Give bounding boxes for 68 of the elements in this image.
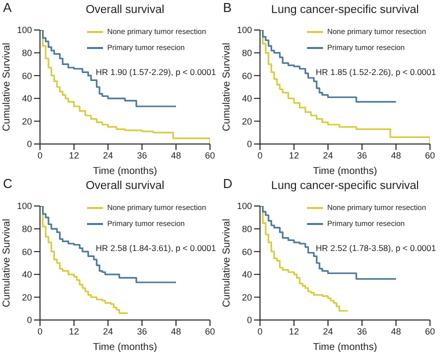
y-tick-label: 80 <box>242 48 252 58</box>
y-tick-label: 60 <box>242 70 252 81</box>
x-tick-label: 24 <box>322 326 334 336</box>
y-tick-label: 40 <box>242 94 252 104</box>
x-tick-label: 12 <box>68 150 80 160</box>
y-axis-title: Cumulative Survival <box>222 42 233 132</box>
text: B <box>223 0 232 15</box>
y-tick-label: 80 <box>22 224 32 234</box>
x-axis-title: Time (months) <box>92 342 158 352</box>
x-tick-label: 24 <box>102 326 114 336</box>
x-tick-label: 36 <box>136 326 148 336</box>
y-axis-title: Cumulative Survival <box>2 218 13 308</box>
x-tick-label: 60 <box>204 150 216 160</box>
x-tick-label: 36 <box>356 150 368 160</box>
x-tick-label: 12 <box>288 150 300 160</box>
text: D <box>223 176 232 191</box>
x-tick-label: 24 <box>102 150 114 160</box>
x-axis-title: Time (months) <box>92 166 158 177</box>
x-tick-label: 36 <box>356 326 368 336</box>
x-tick-label: 48 <box>390 150 402 160</box>
y-tick-label: 40 <box>22 270 32 280</box>
y-tick-label: 20 <box>22 116 32 126</box>
chart-title: Lung cancer-specific survival <box>270 4 420 16</box>
x-tick-label: 0 <box>257 326 263 336</box>
y-tick-label: 20 <box>22 292 32 302</box>
x-tick-label: 60 <box>204 326 216 336</box>
x-tick-label: 60 <box>424 326 436 336</box>
y-tick-label: 100 <box>16 201 32 212</box>
y-tick-label: 80 <box>242 224 252 234</box>
y-tick-label: 40 <box>242 270 252 280</box>
x-tick-label: 48 <box>170 326 182 336</box>
x-tick-label: 12 <box>68 326 80 336</box>
y-tick-label: 80 <box>22 48 32 58</box>
x-tick-label: 60 <box>424 150 436 160</box>
y-tick-label: 100 <box>16 25 32 36</box>
y-tick-label: 40 <box>22 94 32 104</box>
y-axis-title: Cumulative Survival <box>2 42 13 132</box>
x-axis-title: Time (months) <box>312 166 378 177</box>
x-tick-label: 48 <box>390 326 402 336</box>
y-axis-title: Cumulative Survival <box>222 218 233 308</box>
y-tick-label: 60 <box>22 246 32 257</box>
chart-title: Overall survival <box>84 4 166 16</box>
y-tick-label: 60 <box>242 246 252 257</box>
annotation: HR 1.85 (1.52-2.26), p < 0.0001 <box>316 67 436 77</box>
x-axis-title: Time (months) <box>312 342 378 352</box>
chart-title: Overall survival <box>84 180 166 192</box>
x-tick-label: 12 <box>288 326 300 336</box>
x-tick-label: 48 <box>170 150 182 160</box>
x-tick-label: 0 <box>257 150 263 160</box>
chart-title: Lung cancer-specific survival <box>270 180 420 192</box>
x-tick-label: 36 <box>136 150 148 160</box>
annotation: HR 2.58 (1.84-3.61), p < 0.0001 <box>96 243 216 253</box>
y-tick-label: 100 <box>236 25 252 36</box>
text: A <box>3 0 12 15</box>
annotation: HR 2.52 (1.78-3.58), p < 0.0001 <box>316 243 436 253</box>
y-tick-label: 20 <box>242 292 252 302</box>
text: C <box>3 176 12 191</box>
x-tick-label: 0 <box>37 150 43 160</box>
y-tick-label: 0 <box>246 139 252 150</box>
y-tick-label: 0 <box>246 315 252 326</box>
y-tick-label: 0 <box>26 315 32 326</box>
x-tick-label: 0 <box>37 326 43 336</box>
x-tick-label: 24 <box>322 150 334 160</box>
y-tick-label: 60 <box>22 70 32 81</box>
y-tick-label: 100 <box>236 201 252 212</box>
y-tick-label: 20 <box>242 116 252 126</box>
annotation: HR 1.90 (1.57-2.29), p < 0.0001 <box>96 67 216 77</box>
y-tick-label: 0 <box>26 139 32 150</box>
